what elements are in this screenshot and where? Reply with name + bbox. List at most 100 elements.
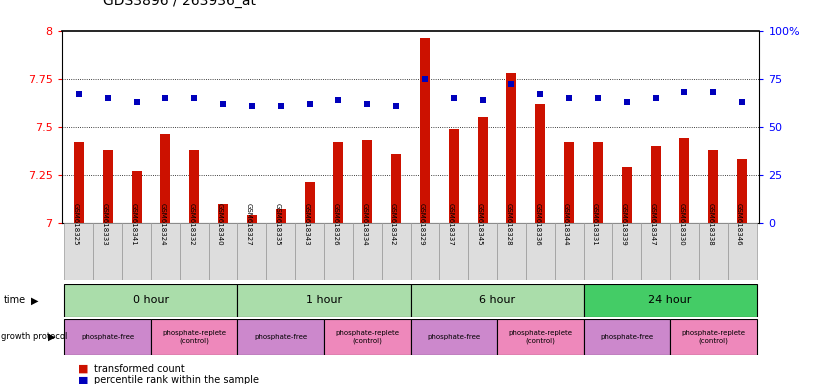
Bar [237,284,410,317]
Text: GSM618341: GSM618341 [131,203,136,246]
Bar [65,284,237,317]
Text: phosphate-free: phosphate-free [81,334,135,340]
Text: GSM618331: GSM618331 [592,203,598,246]
Bar [266,223,296,280]
Text: GSM618329: GSM618329 [419,203,425,246]
Bar [296,223,324,280]
Bar [535,104,545,223]
Bar [670,223,699,280]
Bar [237,319,324,355]
Bar [131,171,141,223]
Bar [94,223,122,280]
Text: ■: ■ [78,364,89,374]
Text: 1 hour: 1 hour [306,295,342,306]
Text: phosphate-replete
(control): phosphate-replete (control) [163,330,227,344]
Bar [555,223,584,280]
Bar [641,223,670,280]
Bar [180,223,209,280]
Bar [670,319,756,355]
Bar [151,319,237,355]
Bar [353,223,382,280]
Text: GSM618334: GSM618334 [361,203,367,246]
Text: phosphate-free: phosphate-free [255,334,307,340]
Text: 6 hour: 6 hour [479,295,515,306]
Bar [65,319,151,355]
Text: ■: ■ [78,375,89,384]
Bar [410,319,497,355]
Bar [420,38,430,223]
Bar [410,223,439,280]
Bar [737,159,747,223]
Bar [497,319,584,355]
Text: GSM618325: GSM618325 [73,203,79,246]
Bar [507,73,516,223]
Bar [525,223,555,280]
Bar [382,223,410,280]
Bar [65,223,94,280]
Bar [305,182,314,223]
Text: GSM618328: GSM618328 [506,203,511,246]
Bar [709,150,718,223]
Text: GSM618346: GSM618346 [736,203,742,246]
Text: time: time [4,295,26,306]
Bar [699,223,727,280]
Bar [680,138,690,223]
Text: GSM618333: GSM618333 [102,203,108,246]
Bar [449,129,459,223]
Text: GSM618339: GSM618339 [621,203,626,246]
Text: GSM618342: GSM618342 [390,203,396,246]
Text: GSM618337: GSM618337 [447,203,454,246]
Bar [103,150,112,223]
Text: GSM618326: GSM618326 [333,203,338,246]
Bar [247,215,257,223]
Bar [650,146,661,223]
Text: GSM618338: GSM618338 [707,203,713,246]
Bar [218,204,228,223]
Text: GSM618345: GSM618345 [477,203,483,246]
Text: growth protocol: growth protocol [1,333,67,341]
Bar [584,223,612,280]
Text: GSM618343: GSM618343 [304,203,310,246]
Text: GSM618335: GSM618335 [275,203,281,246]
Bar [593,142,603,223]
Bar [439,223,468,280]
Bar [122,223,151,280]
Text: percentile rank within the sample: percentile rank within the sample [94,375,259,384]
Bar [209,223,237,280]
Text: ▶: ▶ [31,295,39,306]
Text: 24 hour: 24 hour [649,295,692,306]
Bar [478,117,488,223]
Text: GSM618336: GSM618336 [534,203,540,246]
Text: phosphate-replete
(control): phosphate-replete (control) [335,330,399,344]
Bar [333,142,343,223]
Bar [468,223,497,280]
Text: GSM618344: GSM618344 [563,203,569,246]
Bar [74,142,84,223]
Bar [564,142,574,223]
Text: GSM618347: GSM618347 [649,203,656,246]
Text: GSM618340: GSM618340 [217,203,223,246]
Bar [410,284,584,317]
Bar [189,150,200,223]
Bar [324,223,353,280]
Bar [391,154,401,223]
Bar [324,319,410,355]
Text: ▶: ▶ [48,332,56,342]
Bar [160,134,171,223]
Bar [362,140,372,223]
Text: phosphate-free: phosphate-free [600,334,654,340]
Text: transformed count: transformed count [94,364,186,374]
Bar [621,167,632,223]
Text: GDS3896 / 263936_at: GDS3896 / 263936_at [103,0,255,8]
Text: GSM618324: GSM618324 [159,203,165,246]
Text: GSM618330: GSM618330 [678,203,685,246]
Text: phosphate-free: phosphate-free [427,334,480,340]
Bar [584,319,670,355]
Bar [497,223,525,280]
Text: phosphate-replete
(control): phosphate-replete (control) [681,330,745,344]
Text: phosphate-replete
(control): phosphate-replete (control) [508,330,572,344]
Bar [237,223,266,280]
Bar [584,284,756,317]
Text: GSM618327: GSM618327 [246,203,252,246]
Bar [727,223,756,280]
